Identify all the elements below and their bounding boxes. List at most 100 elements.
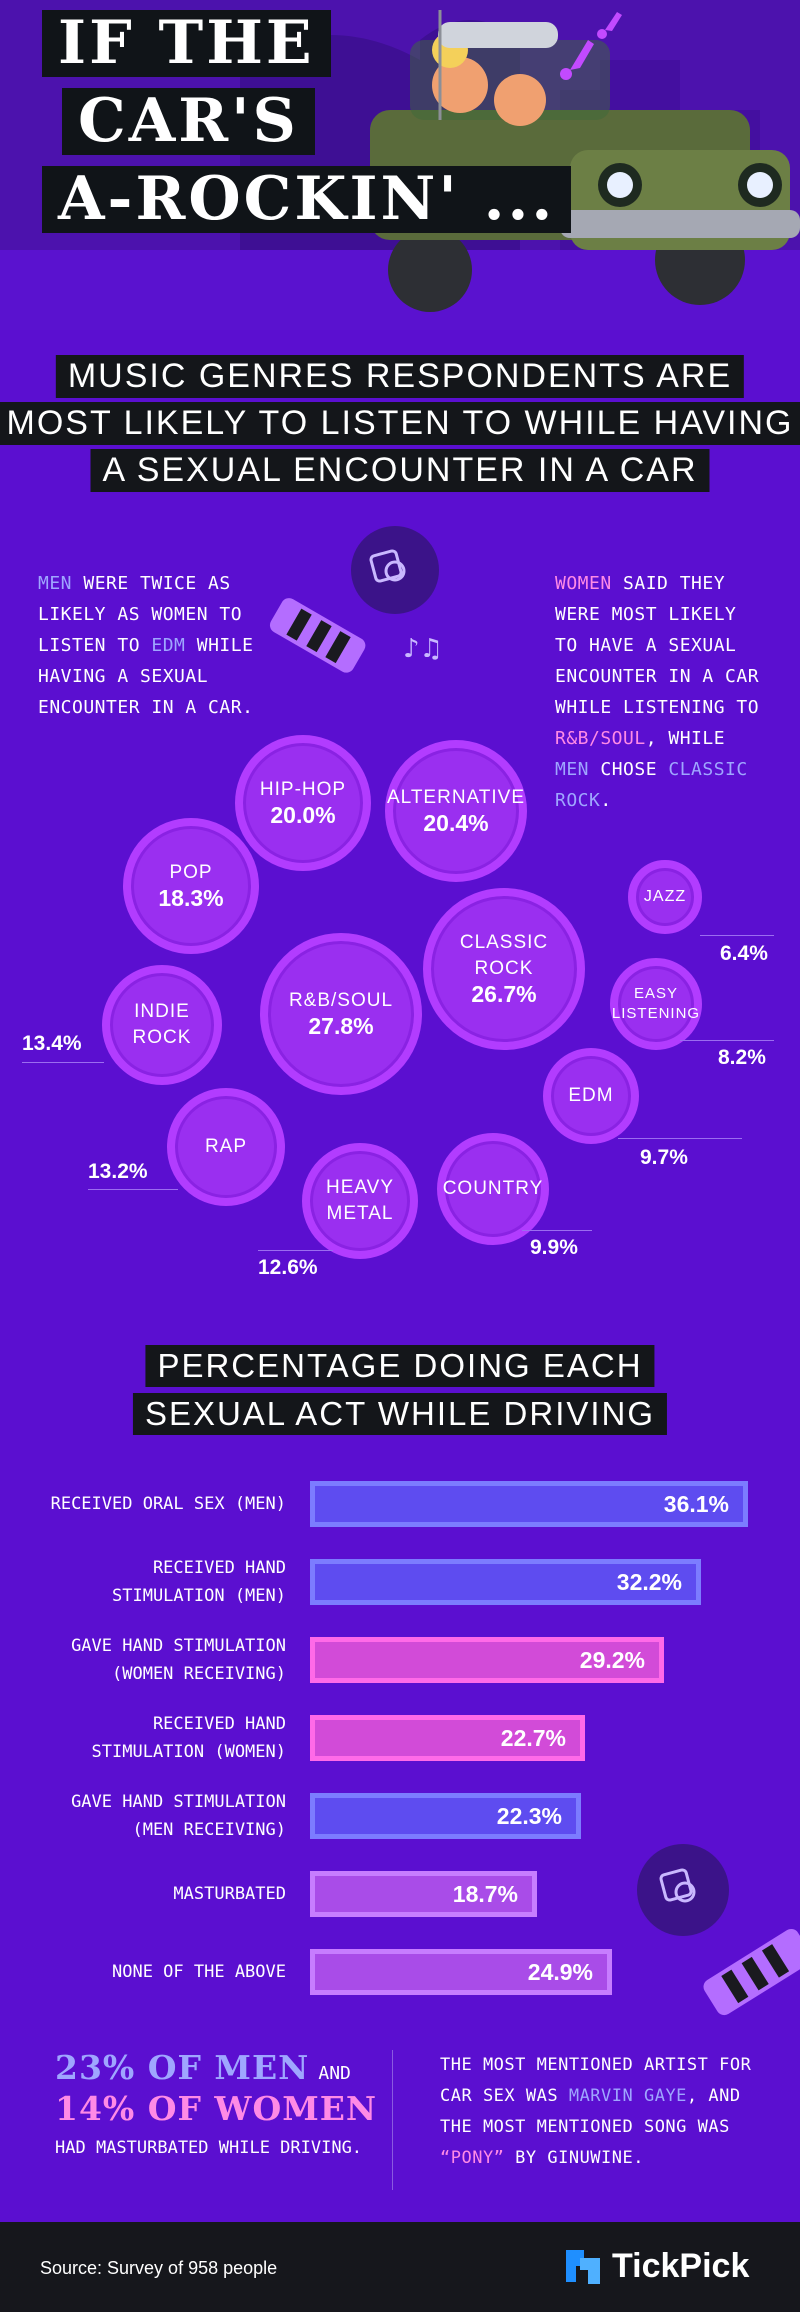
tickpick-logo[interactable]: TickPick [562,2244,749,2288]
genre-label: R&B/SOUL [288,989,394,1011]
genre-value-country: 9.9% [530,1236,578,1259]
jazz-leader-line [700,935,774,936]
car-with-cd-illustration [637,1844,800,2016]
edm-highlight: EDM [151,635,186,656]
genre-label: ALTERNATIVE [386,786,526,808]
genre-value: 18.3% [158,885,224,912]
song-highlight: “PONY” [440,2148,505,2168]
genre-label: INDIE ROCK [132,1001,192,1048]
men-highlight: MEN [38,573,73,594]
rap-leader-line [88,1189,178,1190]
header-banner: IF THE CAR'S A-ROCKIN' ... [0,0,800,330]
edm-leader-line [618,1138,742,1139]
genre-bubble-edm: EDM [543,1048,639,1144]
genre-value-easy-listening: 8.2% [718,1046,766,1069]
men-percentage: 23% OF MEN [55,2048,310,2087]
women-percentage: 14% OF WOMEN [55,2089,378,2128]
genre-value: 20.4% [423,810,489,837]
genre-value: 26.7% [471,981,537,1008]
genre-label: JAZZ [643,888,687,906]
genre-bubble-classic-rock: CLASSIC ROCK 26.7% [423,888,585,1050]
bar-value-label: 18.7% [452,1880,518,1907]
women-rnb-note: WOMEN SAID THEY WERE MOST LIKELY TO HAVE… [555,568,770,816]
bar-value-label: 36.1% [663,1490,729,1517]
bar-value-label: 32.2% [616,1568,682,1595]
svg-text:♪♫: ♪♫ [403,634,443,664]
artist-note: THE MOST MENTIONED ARTIST FOR CAR SEX WA… [440,2050,760,2174]
acts-title-line-1: PERCENTAGE DOING EACH [145,1345,655,1387]
genre-bubble-pop: POP 18.3% [123,818,259,954]
genre-label: POP [169,861,213,883]
source-text: Source: Survey of 958 people [40,2258,278,2278]
artist-note-text-3: BY GINUWINE. [504,2148,644,2168]
men-note-text-1: WERE TWICE AS LIKELY AS WOMEN TO LISTEN … [38,573,243,656]
subtitle-line-1: MUSIC GENRES RESPONDENTS ARE [55,355,745,399]
genre-bubble-indie-rock: INDIE ROCK [102,965,222,1085]
women-note-text-4: . [600,790,612,811]
men-highlight-2: MEN [555,759,590,780]
men-note-text-2: WHILE HAVING A SEXUAL ENCOUNTER IN A CAR… [38,635,254,718]
genre-value-indie-rock: 13.4% [22,1032,82,1055]
bar: 29.2% [310,1637,664,1683]
masturbation-stat: 23% OF MEN AND 14% OF WOMEN HAD MASTURBA… [55,2048,378,2158]
genre-bubble-rnb-soul: R&B/SOUL 27.8% [260,933,422,1095]
genre-value-jazz: 6.4% [720,942,768,965]
genre-bubble-heavy-metal: HEAVY METAL [302,1143,418,1259]
genre-value-rap: 13.2% [88,1160,148,1183]
bar: 22.7% [310,1715,585,1761]
bar-category-label: RECEIVED HAND STIMULATION (WOMEN) [91,1714,286,1762]
women-note-text-3: CHOSE [589,759,669,780]
car-with-music-illustration: ♪♫ [269,526,443,673]
bar: 24.9% [310,1949,612,1995]
masturbation-stat-tail: HAD MASTURBATED WHILE DRIVING. [55,2138,363,2158]
genre-value-edm: 9.7% [640,1146,688,1169]
genre-label: RAP [204,1136,248,1158]
genre-value-heavy-metal: 12.6% [258,1256,318,1279]
bar-value-label: 22.7% [500,1724,566,1751]
artist-note-text-2: , AND THE MOST MENTIONED SONG WAS [440,2086,741,2137]
title-line-3: A-ROCKIN' ... [42,166,572,233]
genre-label: HEAVY METAL [325,1177,394,1224]
genre-value: 27.8% [308,1013,374,1040]
subtitle-line-2: MOST LIKELY TO LISTEN TO WHILE HAVING [0,402,800,446]
tickpick-wordmark: TickPick [612,2246,750,2285]
bar-category-label: RECEIVED ORAL SEX (MEN) [50,1494,286,1514]
men-edm-note: MEN WERE TWICE AS LIKELY AS WOMEN TO LIS… [38,568,278,723]
women-highlight: WOMEN [555,573,612,594]
genre-label: EDM [568,1085,614,1107]
artist-highlight: MARVIN GAYE [568,2086,687,2106]
genre-bubble-jazz: JAZZ [628,860,702,934]
bar: 22.3% [310,1793,581,1839]
bar: 36.1% [310,1481,748,1527]
genre-bubble-rap: RAP [167,1088,285,1206]
women-note-text-2: , WHILE [645,728,726,749]
genre-bubble-easy-listening: EASY LISTENING [610,958,702,1050]
bar: 18.7% [310,1871,537,1917]
bar: 32.2% [310,1559,701,1605]
rnb-highlight: R&B/SOUL [555,728,646,749]
genre-value: 20.0% [270,802,336,829]
heavy-metal-leader-line [258,1250,333,1251]
tickpick-logo-icon [566,2250,600,2284]
classic-rock-highlight: CLASSIC ROCK [555,759,748,811]
genre-bubble-alternative: ALTERNATIVE 20.4% [385,740,527,882]
genre-bubble-hip-hop: HIP-HOP 20.0% [235,735,371,871]
bar-category-label: GAVE HAND STIMULATION (MEN RECEIVING) [71,1792,286,1840]
title-line-2: CAR'S [62,88,315,155]
bar-category-label: MASTURBATED [173,1884,286,1904]
genre-label: COUNTRY [442,1178,544,1200]
title-line-1: IF THE [42,10,331,77]
stats-divider [392,2050,393,2190]
bar-value-label: 29.2% [579,1646,645,1673]
women-note-text-1: SAID THEY WERE MOST LIKELY TO HAVE A SEX… [555,573,760,718]
subtitle-line-3: A SEXUAL ENCOUNTER IN A CAR [90,449,710,493]
easy-listening-leader-line [680,1040,774,1041]
bar-category-label: GAVE HAND STIMULATION (WOMEN RECEIVING) [71,1636,286,1684]
genre-label: HIP-HOP [259,778,347,800]
bar-value-label: 22.3% [496,1802,562,1829]
artist-note-text-1: THE MOST MENTIONED ARTIST FOR CAR SEX WA… [440,2055,752,2106]
footer: Source: Survey of 958 people TickPick [0,2222,800,2312]
genre-label: CLASSIC ROCK [459,931,549,979]
genre-bubble-country: COUNTRY [437,1133,549,1245]
bar-category-label: NONE OF THE ABOVE [112,1962,286,1982]
